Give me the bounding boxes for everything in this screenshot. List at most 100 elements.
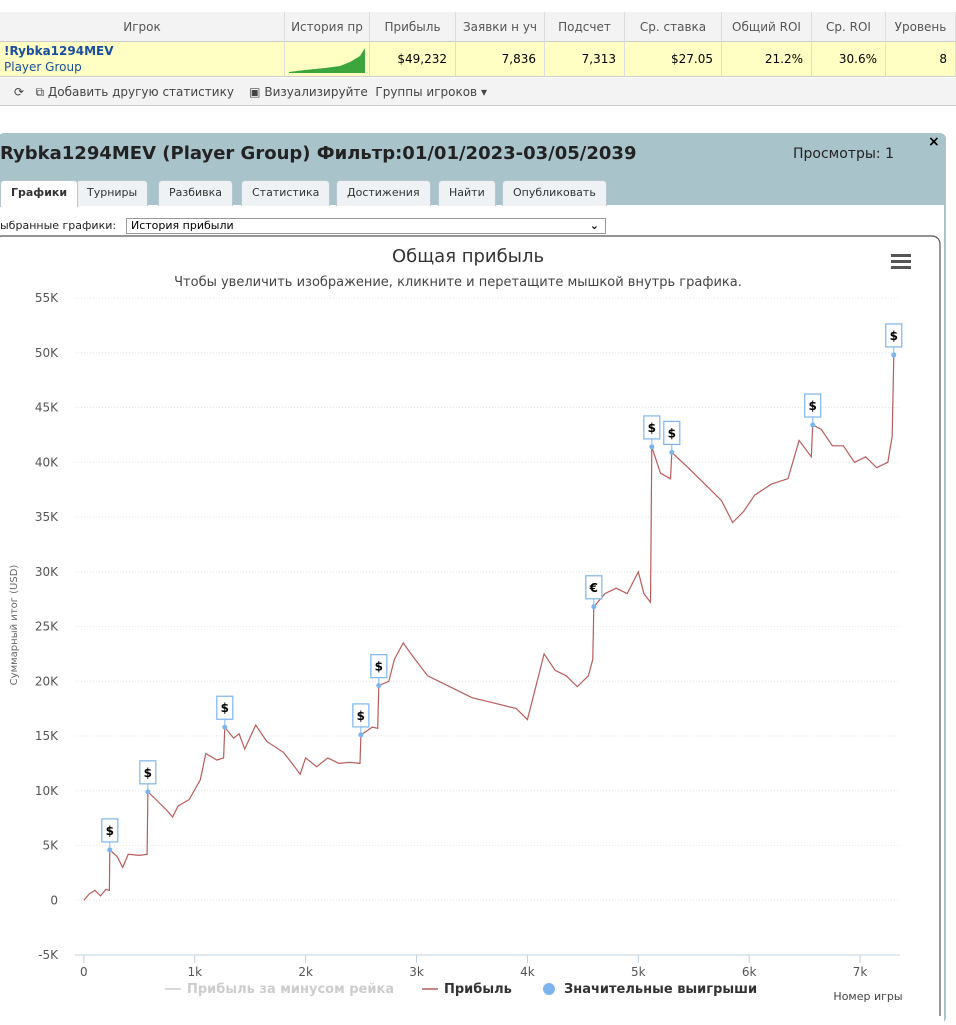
x-tick-label: 1k — [187, 965, 202, 979]
column-header[interactable]: Заявки н уч — [456, 12, 545, 42]
flag-label: $ — [890, 329, 898, 343]
column-header[interactable]: Ср. ставка — [625, 12, 722, 42]
table-cell: 30.6% — [812, 42, 886, 77]
legend-item[interactable]: Прибыль за минусом рейка — [187, 982, 394, 997]
y-tick-label: 15K — [35, 729, 59, 743]
player-cell: !Rybka1294MEV Player Group — [0, 42, 285, 77]
add-stat[interactable]: Добавить другую статистику — [47, 85, 234, 99]
sparkline-cell — [285, 42, 370, 77]
column-header[interactable]: Игрок — [0, 12, 285, 42]
table-cell: 7,313 — [545, 42, 625, 77]
y-tick-label: 25K — [35, 620, 59, 634]
y-tick-label: 50K — [35, 346, 59, 360]
tab[interactable]: Графики — [0, 180, 79, 207]
column-header[interactable]: Прибыль — [370, 12, 456, 42]
tab[interactable]: Найти — [438, 180, 496, 206]
x-tick-label: 6k — [742, 965, 757, 979]
tab[interactable]: Разбивка — [158, 180, 234, 206]
big-win-point — [669, 449, 675, 455]
y-tick-label: 45K — [35, 401, 59, 415]
table-cell: $27.05 — [625, 42, 722, 77]
big-win-point — [891, 352, 897, 358]
chart-subtitle: Чтобы увеличить изображение, кликните и … — [174, 275, 742, 290]
column-header[interactable]: Общий ROI — [722, 12, 812, 42]
flag-box — [585, 575, 603, 600]
big-win-point — [810, 422, 816, 428]
chart-frame — [0, 235, 941, 1016]
views: Просмотры: 1 — [793, 146, 894, 162]
y-tick-label: -5K — [38, 948, 59, 962]
select-value: История прибыли — [131, 219, 234, 232]
table-cell: 8 — [886, 42, 956, 77]
flag-label: $ — [106, 824, 114, 838]
table-cell: 7,836 — [456, 42, 545, 77]
player-name[interactable]: !Rybka1294MEV — [4, 44, 114, 58]
tab[interactable]: Статистика — [241, 180, 331, 206]
y-tick-label: 30K — [35, 565, 59, 579]
panel-title: Rybka1294MEV (Player Group) Фильтр:01/01… — [0, 143, 637, 164]
menu-icon[interactable] — [891, 254, 911, 269]
column-header[interactable]: Уровень — [886, 12, 956, 42]
flag-box — [663, 420, 681, 445]
flag-box — [370, 654, 388, 679]
visualize[interactable]: Визуализируйте — [264, 85, 368, 99]
tab[interactable]: Достижения — [336, 180, 431, 206]
x-tick-label: 4k — [520, 965, 535, 979]
tab[interactable]: Опубликовать — [502, 180, 607, 206]
legend-symbol — [543, 983, 555, 995]
flag-label: $ — [668, 426, 676, 440]
y-axis-label: Суммарный итог (USD) — [9, 565, 20, 686]
flag-box — [101, 818, 119, 843]
y-tick-label: 40K — [35, 455, 59, 469]
big-win-point — [222, 724, 228, 730]
table-cell: 21.2% — [722, 42, 812, 77]
player-groups[interactable]: Группы игроков ▾ — [375, 85, 487, 99]
x-tick-label: 3k — [409, 965, 424, 979]
big-win-point — [591, 604, 597, 610]
flag-box — [139, 760, 157, 785]
legend-item[interactable]: Прибыль — [444, 982, 512, 997]
big-win-point — [376, 683, 382, 689]
flag-label: $ — [144, 766, 152, 780]
column-header[interactable]: История пр — [285, 12, 370, 42]
flag-box — [643, 415, 661, 440]
toolbar: ⟳ ⧉ Добавить другую статистику ▣ Визуали… — [0, 78, 956, 106]
flag-box — [885, 323, 903, 348]
profit-line — [83, 354, 895, 901]
x-tick-label: 2k — [298, 965, 313, 979]
table-cell: $49,232 — [370, 42, 456, 77]
column-header[interactable]: Ср. ROI — [812, 12, 886, 42]
y-tick-label: 0 — [50, 893, 58, 907]
flag-box — [804, 393, 822, 418]
x-tick-label: 0 — [80, 965, 88, 979]
flag-box — [216, 695, 234, 720]
big-win-point — [145, 789, 151, 795]
x-tick-label: 5k — [631, 965, 646, 979]
flag-box — [352, 703, 370, 728]
big-win-point — [107, 847, 113, 853]
y-tick-label: 5K — [42, 839, 59, 853]
sparkline — [289, 48, 365, 73]
flag-label: € — [589, 581, 598, 595]
y-tick-label: 10K — [35, 784, 59, 798]
close-button[interactable]: × — [928, 134, 940, 150]
y-tick-label: 20K — [35, 674, 59, 688]
big-win-point — [358, 732, 364, 738]
select-label: ыбранные графики: — [0, 219, 117, 232]
flag-label: $ — [648, 421, 656, 435]
x-tick-label: 7k — [853, 965, 868, 979]
x-axis-label: Номер игры — [833, 990, 902, 1003]
y-tick-label: 55K — [35, 291, 59, 305]
player-group: Player Group — [4, 60, 82, 74]
legend-item[interactable]: Значительные выигрыши — [564, 982, 757, 997]
chart-select[interactable]: История прибыли ⌄ — [126, 218, 606, 234]
refresh-icon[interactable]: ⟳ ⧉ — [14, 85, 48, 99]
column-header[interactable]: Подсчет — [545, 12, 625, 42]
flag-label: $ — [375, 660, 383, 674]
flag-label: $ — [809, 399, 817, 413]
big-win-point — [649, 444, 655, 450]
y-tick-label: 35K — [35, 510, 59, 524]
chart-title: Общая прибыль — [392, 246, 544, 267]
